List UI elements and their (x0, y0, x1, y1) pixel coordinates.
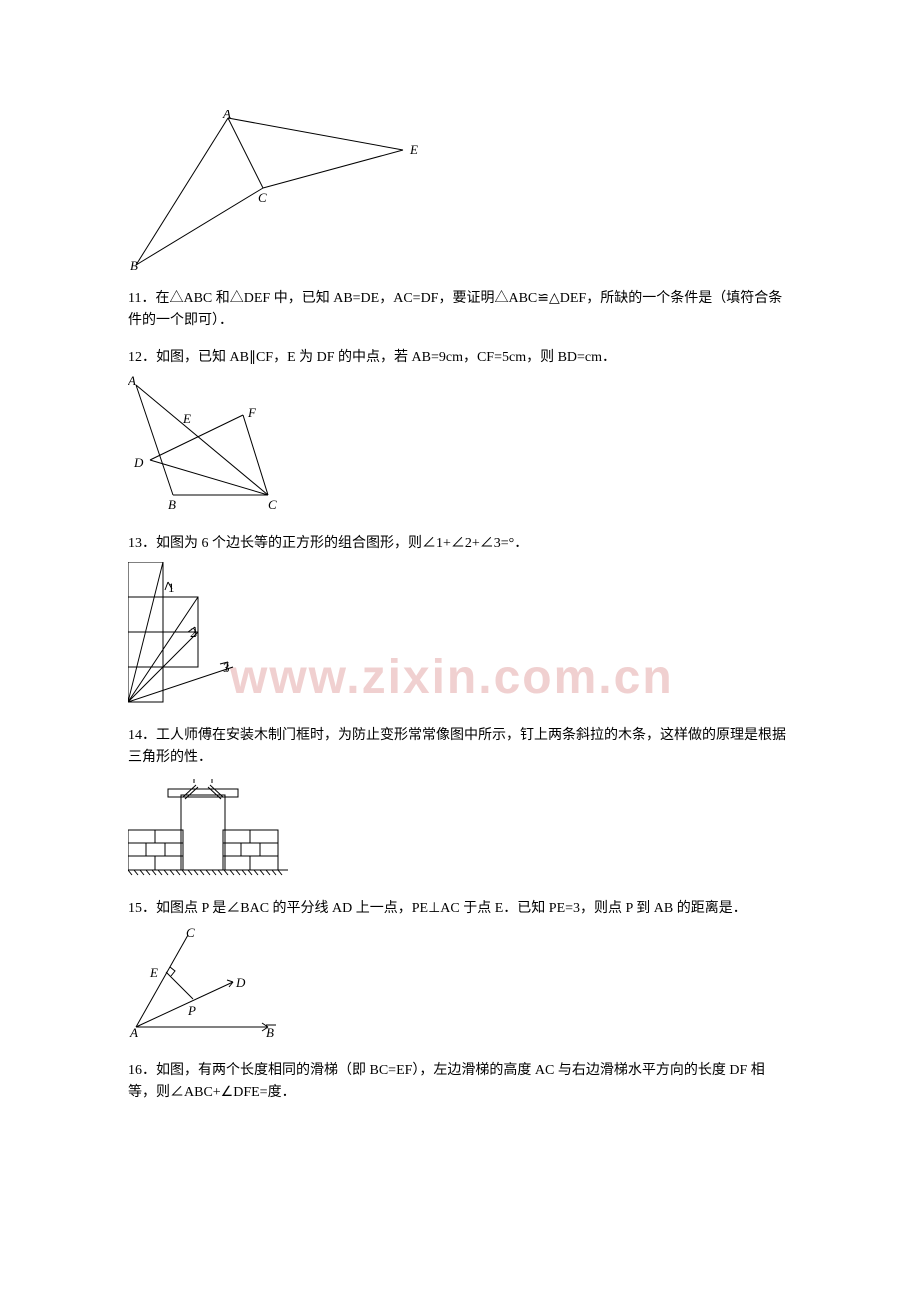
svg-text:A: A (128, 375, 136, 388)
svg-text:B: B (266, 1025, 274, 1040)
figure-q15: A B C D P E (128, 927, 792, 1042)
svg-text:C: C (258, 190, 267, 205)
svg-text:C: C (186, 927, 195, 940)
svg-text:E: E (182, 411, 191, 426)
svg-text:A: A (222, 110, 231, 121)
svg-text:E: E (149, 965, 158, 980)
svg-text:A: A (129, 1025, 138, 1040)
svg-text:P: P (187, 1003, 196, 1018)
question-15: 15．如图点 P 是∠BAC 的平分线 AD 上一点，PE⊥AC 于点 E．已知… (128, 898, 792, 920)
figure-q14 (128, 775, 792, 880)
svg-text:D: D (133, 455, 144, 470)
svg-text:E: E (409, 142, 418, 157)
svg-text:B: B (168, 497, 176, 512)
figure-q12: A E F D B C (128, 375, 792, 515)
svg-text:F: F (247, 405, 257, 420)
question-14: 14．工人师傅在安装木制门框时，为防止变形常常像图中所示，钉上两条斜拉的木条，这… (128, 725, 792, 770)
svg-text:D: D (235, 975, 246, 990)
figure-q10: A E C B (128, 110, 792, 270)
svg-text:B: B (130, 258, 138, 270)
figure-q13: 123 (128, 562, 792, 707)
question-11: 11．在△ABC 和△DEF 中，已知 AB=DE，AC=DF，要证明△ABC≌… (128, 288, 792, 333)
question-16: 16．如图，有两个长度相同的滑梯（即 BC=EF），左边滑梯的高度 AC 与右边… (128, 1060, 792, 1105)
question-13: 13．如图为 6 个边长等的正方形的组合图形，则∠1+∠2+∠3=°． (128, 533, 792, 555)
svg-text:C: C (268, 497, 277, 512)
question-12: 12．如图，已知 AB∥CF，E 为 DF 的中点，若 AB=9cm，CF=5c… (128, 347, 792, 369)
